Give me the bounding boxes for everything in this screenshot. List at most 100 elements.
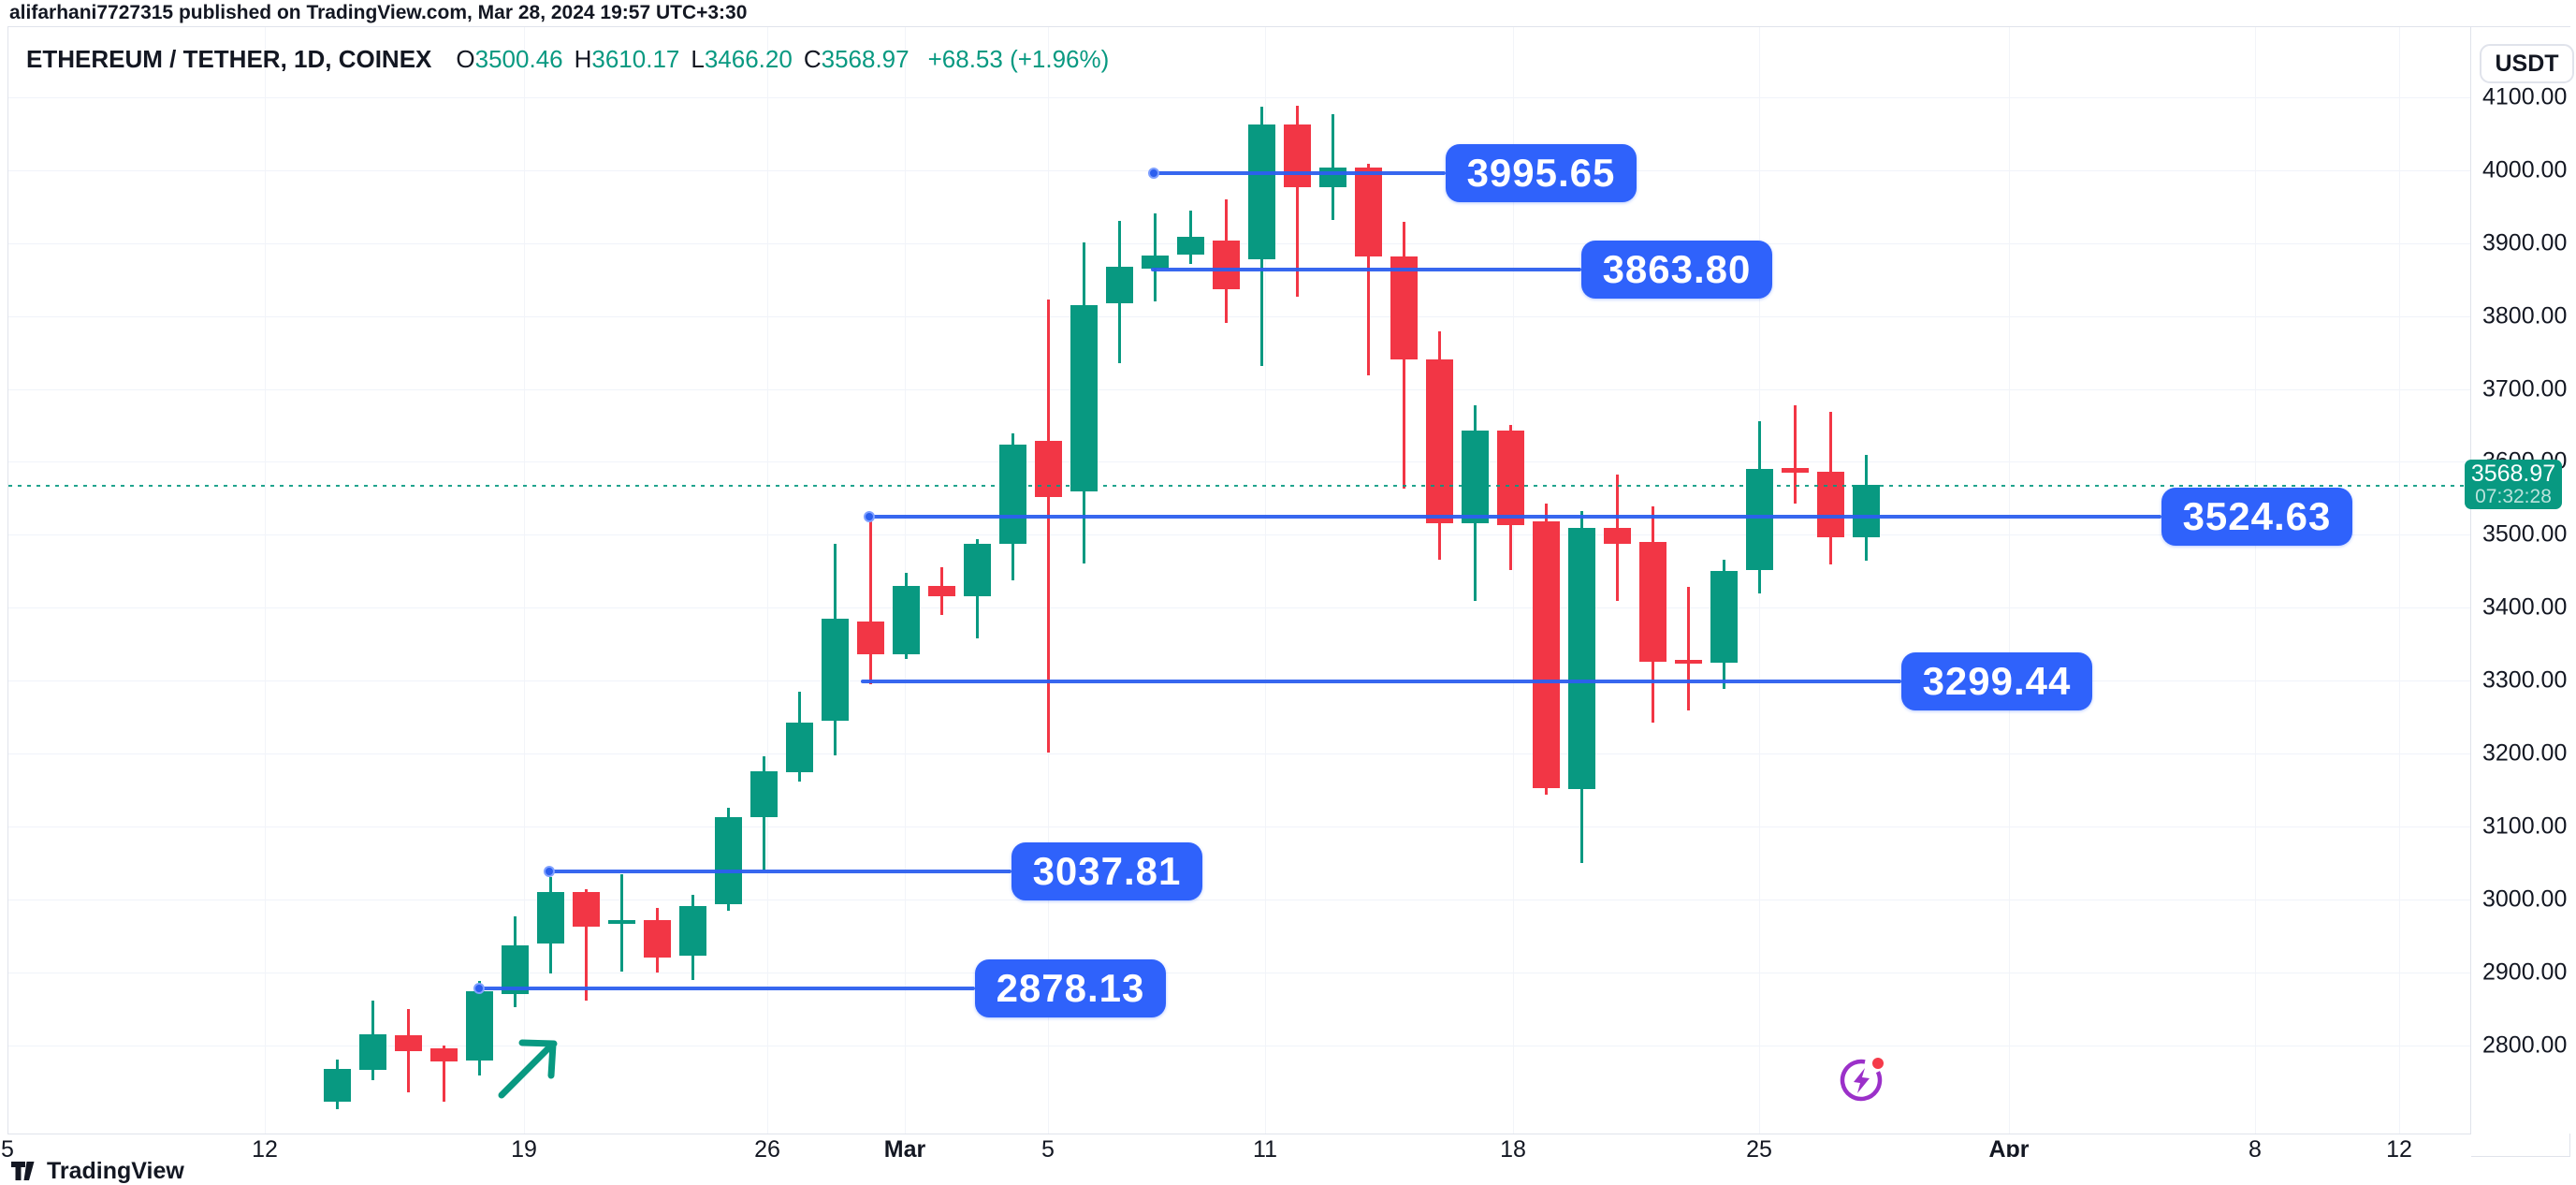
candle-body: [502, 945, 529, 995]
candle-body: [964, 544, 991, 596]
candle-wick: [1047, 299, 1050, 753]
level-line[interactable]: [479, 986, 975, 990]
level-line[interactable]: [861, 679, 1901, 683]
candle-body: [1177, 236, 1204, 256]
candle-body: [893, 585, 920, 654]
price-tick-label: 3900.00: [2482, 229, 2568, 256]
footer: TradingView: [0, 1157, 2576, 1185]
time-tick-label: 8: [2249, 1136, 2262, 1163]
flash-icon: [1840, 1058, 1884, 1102]
level-anchor-dot[interactable]: [544, 866, 555, 878]
candle-body: [928, 585, 955, 596]
current-price-line: [8, 484, 2470, 487]
candle-body: [644, 919, 671, 958]
level-anchor-dot[interactable]: [1148, 168, 1159, 180]
level-price-label[interactable]: 3299.44: [1901, 651, 2092, 710]
level-line[interactable]: [549, 870, 1011, 874]
horizontal-gridline: [8, 534, 2470, 536]
ohlc-pair: L3466.20: [691, 45, 793, 73]
price-tick-label: 2800.00: [2482, 1031, 2568, 1059]
level-price-label[interactable]: 3524.63: [2161, 488, 2352, 547]
level-price-label[interactable]: 3863.80: [1581, 240, 1772, 299]
level-price-label[interactable]: 3995.65: [1446, 144, 1637, 203]
tradingview-logo-text[interactable]: TradingView: [47, 1157, 184, 1184]
level-price-label[interactable]: 3037.81: [1011, 842, 1202, 901]
attribution-text: alifarhani7727315 published on TradingVi…: [9, 2, 748, 23]
candle-body: [1106, 266, 1133, 303]
price-tick-label: 4100.00: [2482, 83, 2568, 110]
level-anchor-dot[interactable]: [864, 511, 875, 523]
candle-wick: [585, 889, 588, 1002]
vertical-gridline: [767, 27, 768, 1134]
price-axis[interactable]: 4100.004000.003900.003800.003700.003600.…: [2470, 27, 2576, 1134]
candle-body: [1817, 472, 1844, 537]
candle-body: [786, 722, 813, 772]
vertical-gridline: [1513, 27, 1514, 1134]
level-line[interactable]: [1151, 267, 1581, 271]
candle-body: [1568, 527, 1595, 790]
candle-body: [822, 618, 849, 721]
candle-body: [750, 770, 778, 817]
candle-body: [1639, 542, 1666, 662]
current-price-badge: 3568.97 07:32:28: [2465, 460, 2562, 509]
vertical-gridline: [2399, 27, 2400, 1134]
symbol-title[interactable]: ETHEREUM / TETHER, 1D, COINEX: [26, 45, 432, 73]
price-pane[interactable]: 3995.65 3863.80 3524.63 3299.44 3037.81 2878.…: [8, 27, 2470, 1134]
up-right-arrow-annotation[interactable]: [487, 1030, 571, 1105]
candle-body: [466, 991, 493, 1061]
horizontal-gridline: [8, 169, 2470, 171]
price-tick-label: 3800.00: [2482, 302, 2568, 329]
candle-body: [1248, 124, 1275, 259]
candle-body: [359, 1034, 386, 1071]
time-axis[interactable]: 5 12 19 26 Mar 5 11 18 25 Apr 8 12: [1, 1134, 2471, 1163]
candle-wick: [1296, 106, 1299, 297]
level-price-label[interactable]: 2878.13: [975, 958, 1166, 1017]
candle-body: [1710, 571, 1738, 663]
ohlc-values: O3500.46 H3610.17 L3466.20 C3568.97: [444, 45, 909, 74]
price-tick-label: 2900.00: [2482, 958, 2568, 986]
candle-body: [1035, 440, 1062, 497]
candle-body: [573, 892, 600, 928]
candle-body: [1390, 256, 1418, 360]
candle-body: [999, 444, 1026, 545]
candle-body: [1604, 527, 1631, 544]
candle-body: [1533, 521, 1560, 789]
candle-body: [1497, 430, 1524, 526]
chart-card: [7, 26, 2570, 1157]
level-line[interactable]: [1154, 171, 1446, 176]
vertical-gridline: [1265, 27, 1266, 1134]
price-tick-label: 3200.00: [2482, 739, 2568, 767]
candle-body: [324, 1068, 351, 1103]
time-tick-label: 5: [1041, 1136, 1055, 1163]
horizontal-gridline: [8, 96, 2470, 98]
time-tick-label: 5: [1, 1136, 14, 1163]
currency-badge[interactable]: USDT: [2480, 44, 2574, 83]
candle-body: [395, 1034, 422, 1051]
bar-countdown: 07:32:28: [2475, 485, 2552, 507]
candle-body: [1675, 660, 1702, 665]
price-tick-label: 3000.00: [2482, 885, 2568, 913]
candle-body: [1426, 359, 1453, 523]
symbol-legend: ETHEREUM / TETHER, 1D, COINEX O3500.46 H3…: [26, 45, 1109, 74]
horizontal-gridline: [8, 461, 2470, 463]
horizontal-gridline: [8, 315, 2470, 317]
candle-wick: [443, 1045, 445, 1102]
candle-body: [1355, 168, 1382, 256]
vertical-gridline: [524, 27, 525, 1134]
candle-body: [1462, 430, 1489, 523]
horizontal-gridline: [8, 607, 2470, 609]
level-line[interactable]: [869, 515, 2161, 519]
level-anchor-dot[interactable]: [473, 982, 485, 994]
attribution-bar: alifarhani7727315 published on TradingVi…: [0, 0, 2576, 26]
price-tick-label: 3400.00: [2482, 593, 2568, 621]
price-tick-label: 3500.00: [2482, 520, 2568, 548]
price-tick-label: 3100.00: [2482, 812, 2568, 840]
price-tick-label: 3700.00: [2482, 375, 2568, 402]
ohlc-pair: C3568.97: [803, 45, 910, 73]
candle-body: [1853, 484, 1880, 537]
candle-body: [715, 816, 742, 905]
ohlc-pair: H3610.17: [574, 45, 680, 73]
tradingview-logo-icon[interactable]: [11, 1159, 39, 1183]
candle-body: [1142, 255, 1169, 269]
